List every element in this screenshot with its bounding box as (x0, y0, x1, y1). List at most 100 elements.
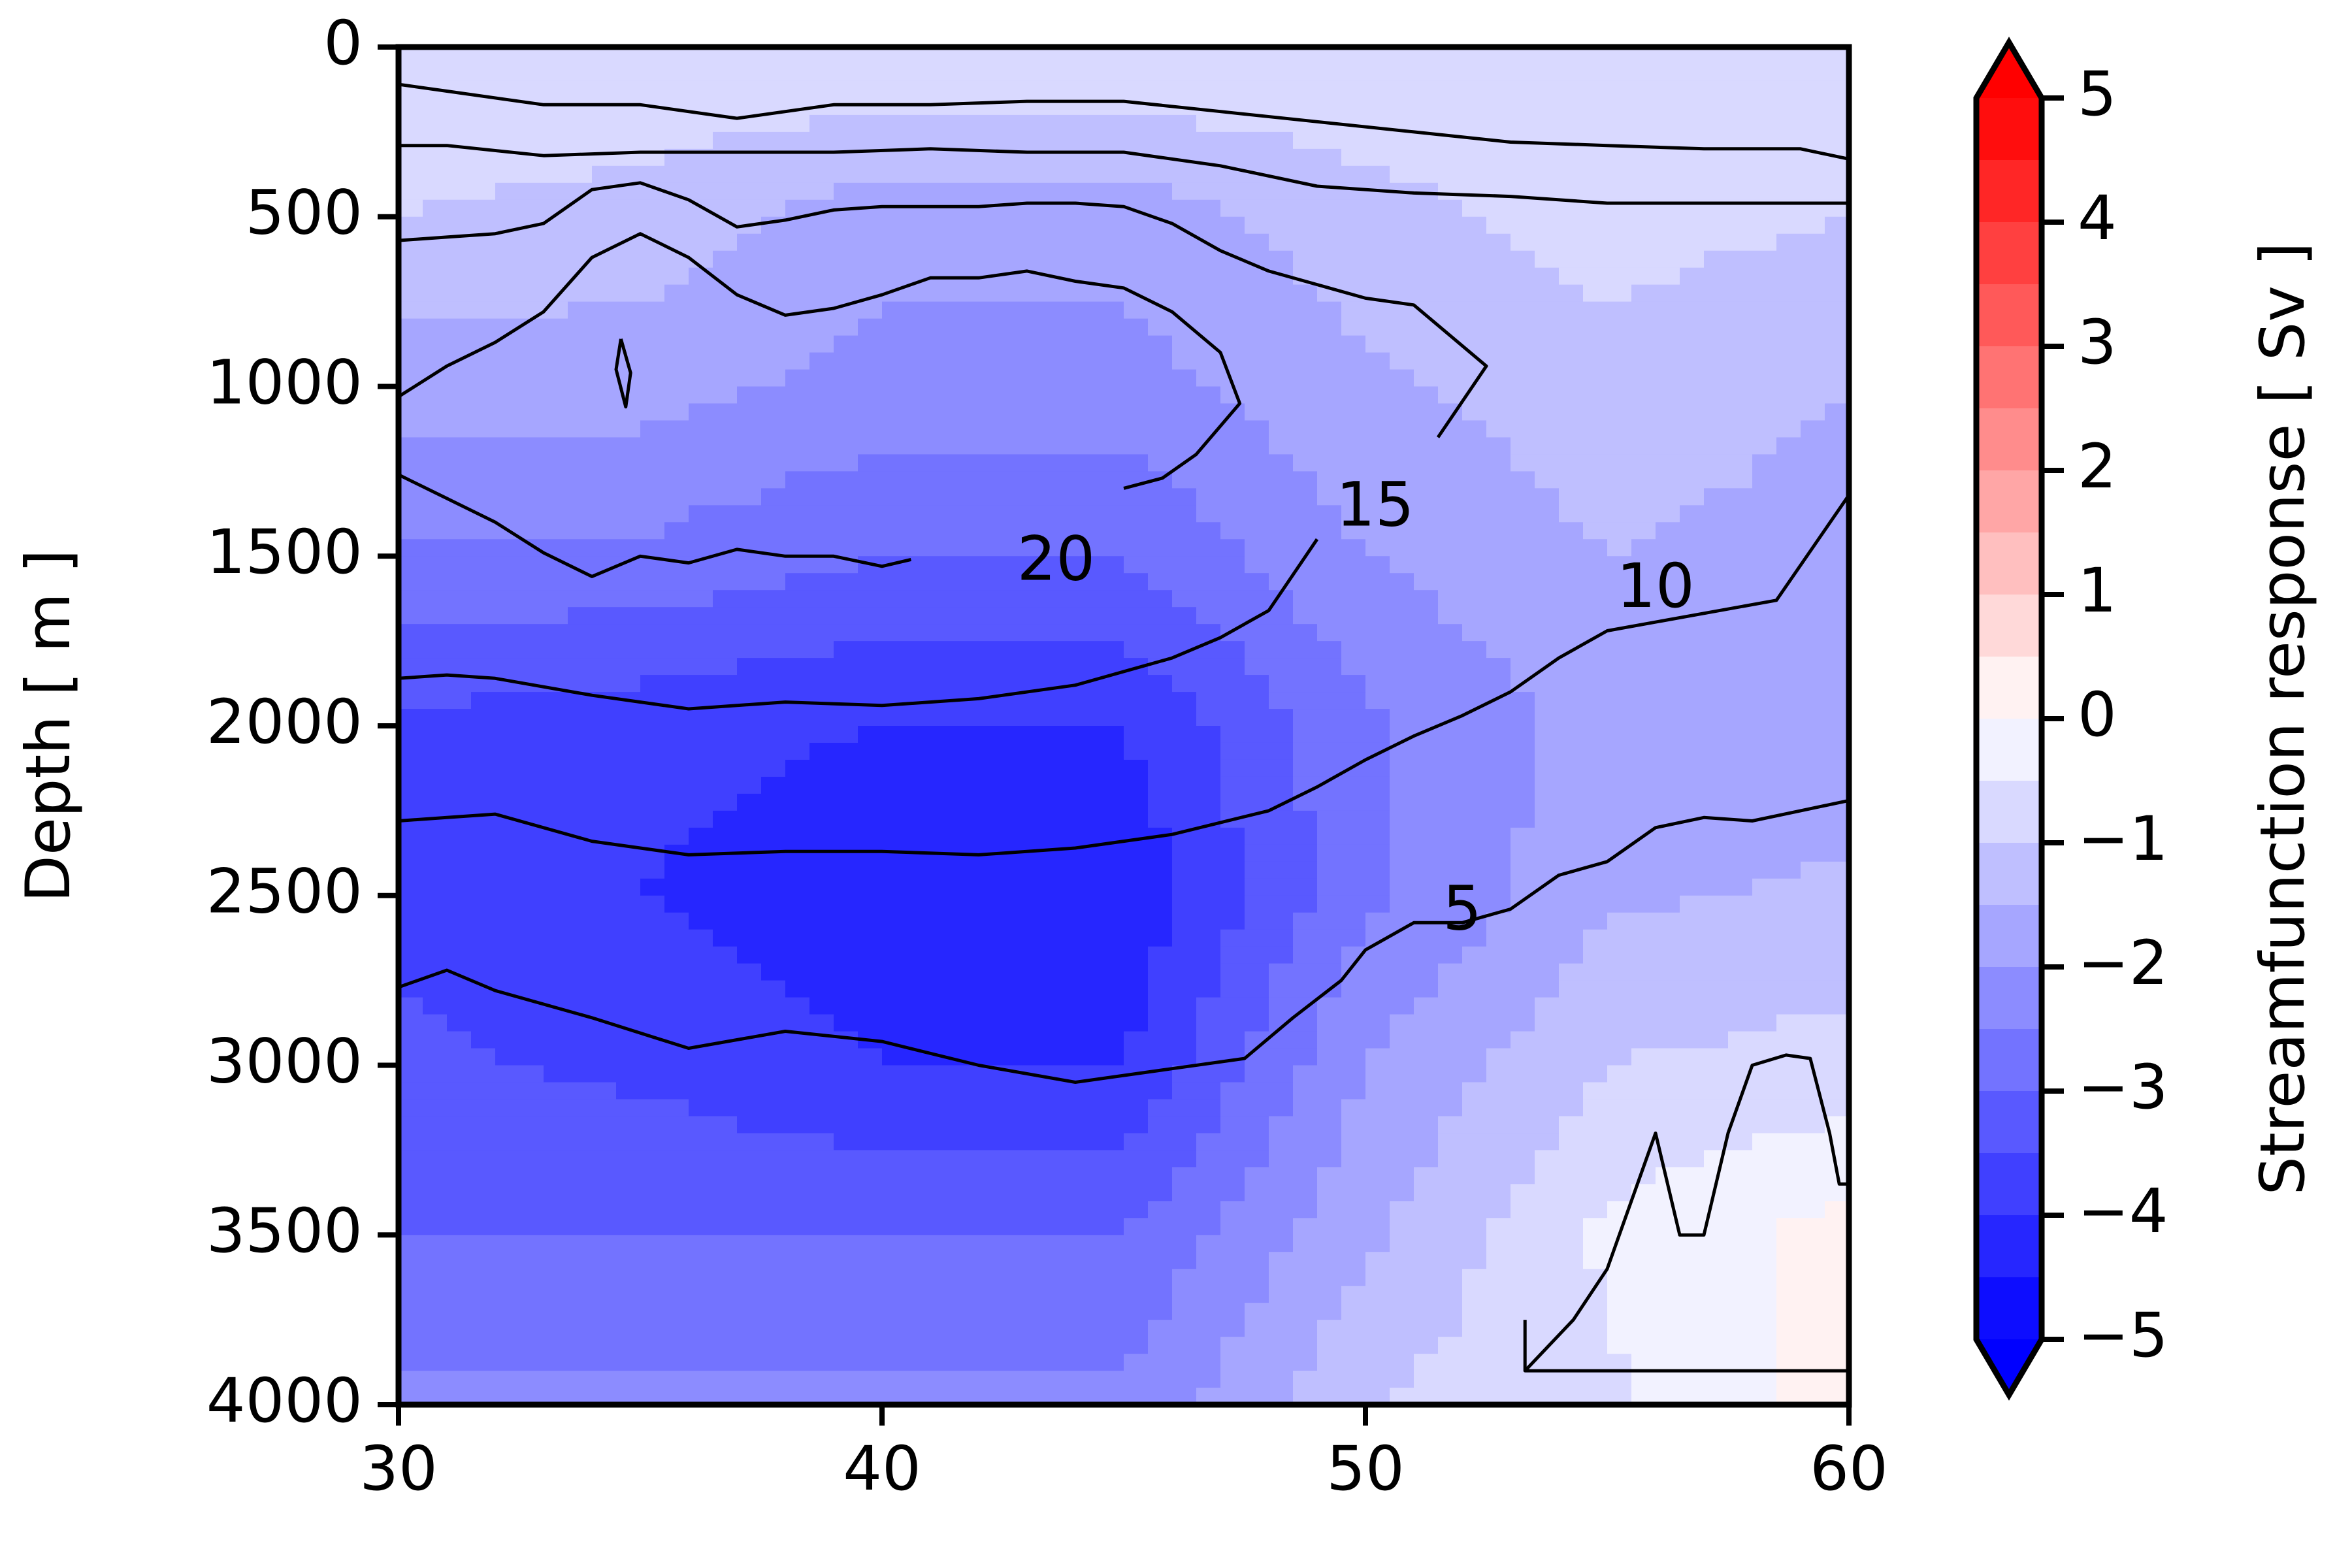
field-cell (1027, 1354, 1052, 1372)
field-cell (713, 80, 738, 99)
field-cell (979, 1082, 1004, 1100)
field-cell (568, 148, 593, 167)
field-cell (1172, 1167, 1197, 1185)
field-cell (1535, 284, 1560, 302)
colorbar-extend-max (1976, 42, 2042, 98)
field-cell (1583, 505, 1608, 523)
field-cell (1535, 199, 1560, 218)
field-cell (1776, 895, 1801, 913)
field-cell (1293, 963, 1318, 981)
field-cell (1100, 1201, 1124, 1219)
field-cell (1075, 216, 1100, 235)
field-cell (1728, 675, 1753, 693)
field-cell (640, 1218, 665, 1236)
field-cell (1051, 1354, 1076, 1372)
field-cell (1414, 844, 1439, 862)
field-cell (1172, 742, 1197, 760)
field-cell (544, 1150, 568, 1168)
field-cell (1317, 556, 1342, 574)
field-cell (1728, 165, 1753, 184)
field-cell (568, 403, 593, 421)
contour-line-10 (399, 494, 1849, 857)
field-cell (1511, 827, 1535, 845)
field-cell (1027, 318, 1052, 336)
field-cell (761, 1252, 786, 1270)
field-cell (858, 1235, 883, 1253)
field-cell (1100, 182, 1124, 201)
field-cell (592, 861, 617, 879)
field-cell (834, 980, 858, 998)
field-cell (1003, 1082, 1028, 1100)
field-cell (495, 1065, 520, 1083)
field-cell (1704, 1235, 1729, 1253)
field-cell (568, 726, 593, 743)
field-cell (423, 658, 448, 676)
field-cell (906, 1031, 931, 1049)
colorbar-segment (1976, 1029, 2042, 1092)
field-cell (1003, 352, 1028, 370)
field-cell (930, 1184, 955, 1202)
field-cell (1704, 895, 1729, 913)
field-cell (592, 810, 617, 828)
field-cell (568, 1048, 593, 1066)
field-cell (1317, 624, 1342, 642)
field-cell (1196, 1082, 1221, 1100)
field-cell (761, 1116, 786, 1134)
field-cell (906, 1337, 931, 1355)
field-cell (761, 1133, 786, 1151)
field-cell (1245, 488, 1269, 506)
field-cell (809, 284, 834, 302)
field-cell (737, 267, 762, 286)
field-cell (1051, 369, 1076, 387)
field-cell (495, 1320, 520, 1338)
field-cell (1317, 80, 1342, 99)
field-cell (471, 759, 496, 777)
field-cell (1535, 573, 1560, 591)
field-cell (1245, 929, 1269, 947)
field-cell (1003, 420, 1028, 438)
field-cell (955, 386, 979, 404)
field-cell (1148, 335, 1173, 353)
field-cell (979, 1354, 1004, 1372)
field-cell (1680, 1048, 1705, 1066)
field-cell (1801, 675, 1825, 693)
field-cell (1390, 844, 1414, 862)
field-cell (834, 742, 858, 760)
field-cell (882, 1116, 907, 1134)
field-cell (1704, 1337, 1729, 1355)
field-cell (544, 471, 568, 489)
field-cell (1051, 1082, 1076, 1100)
field-cell (495, 963, 520, 981)
field-cell (471, 912, 496, 930)
field-cell (1148, 1235, 1173, 1253)
field-cell (1535, 352, 1560, 370)
field-cell (1486, 1133, 1511, 1151)
field-cell (1269, 963, 1294, 981)
field-cell (809, 607, 834, 625)
field-cell (1704, 946, 1729, 964)
field-cell (1196, 742, 1221, 760)
field-cell (1462, 148, 1487, 167)
field-cell (1728, 1371, 1753, 1389)
field-cell (519, 1286, 544, 1304)
field-cell (1607, 471, 1632, 489)
field-cell (1559, 1184, 1584, 1202)
field-cell (1196, 980, 1221, 998)
field-cell (1825, 233, 1849, 252)
field-cell (1148, 844, 1173, 862)
field-cell (737, 1303, 762, 1321)
field-cell (1075, 709, 1100, 727)
field-cell (1100, 759, 1124, 777)
field-cell (471, 199, 496, 218)
field-cell (1317, 148, 1342, 167)
field-cell (1607, 1048, 1632, 1066)
field-cell (713, 63, 738, 82)
field-cell (1776, 420, 1801, 438)
field-cell (640, 403, 665, 421)
field-cell (399, 997, 423, 1015)
field-cell (1172, 590, 1197, 608)
field-cell (1196, 369, 1221, 387)
field-cell (1825, 80, 1849, 99)
field-cell (1100, 386, 1124, 404)
field-cell (1486, 352, 1511, 370)
